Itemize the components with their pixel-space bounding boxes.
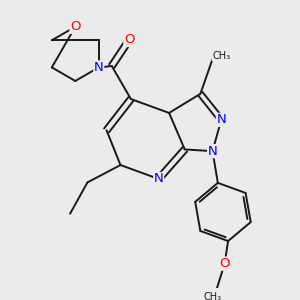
Text: N: N <box>94 61 104 74</box>
Text: O: O <box>124 34 134 46</box>
Text: N: N <box>208 145 218 158</box>
Text: O: O <box>219 257 230 270</box>
Text: CH₃: CH₃ <box>203 292 221 300</box>
Text: N: N <box>154 172 164 185</box>
Text: CH₃: CH₃ <box>212 51 230 61</box>
Text: O: O <box>70 20 80 33</box>
Text: N: N <box>216 113 226 126</box>
